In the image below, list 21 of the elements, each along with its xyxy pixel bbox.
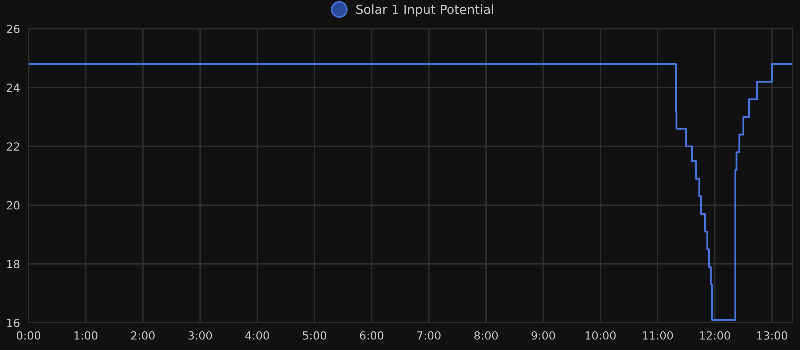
y-tick-label: 26 bbox=[7, 24, 20, 34]
x-tick-label: 8:00 bbox=[474, 332, 498, 340]
x-tick-label: 12:00 bbox=[700, 332, 730, 340]
y-tick-label: 18 bbox=[8, 260, 20, 269]
x-tick-label: 10:00 bbox=[586, 332, 616, 340]
x-tick-label: 0:00 bbox=[17, 332, 41, 340]
y-tick-label: 20 bbox=[7, 201, 20, 210]
x-tick-label: 7:00 bbox=[418, 332, 441, 340]
x-tick-label: 11:00 bbox=[643, 332, 674, 340]
x-tick-label: 5:00 bbox=[303, 332, 326, 340]
y-tick-label: 22 bbox=[7, 142, 20, 151]
legend-label: Solar 1 Input Potential bbox=[356, 4, 494, 17]
x-tick-label: 13:00 bbox=[757, 332, 788, 340]
y-tick-label: 24 bbox=[7, 84, 20, 92]
x-tick-label: 6:00 bbox=[360, 332, 384, 340]
x-tick-label: 1:00 bbox=[74, 332, 98, 340]
x-tick-label: 9:00 bbox=[532, 332, 556, 340]
y-tick-label: 16 bbox=[8, 318, 20, 328]
x-tick-label: 2:00 bbox=[132, 332, 155, 340]
x-tick-label: 3:00 bbox=[188, 332, 212, 340]
x-tick-label: 4:00 bbox=[246, 332, 270, 340]
